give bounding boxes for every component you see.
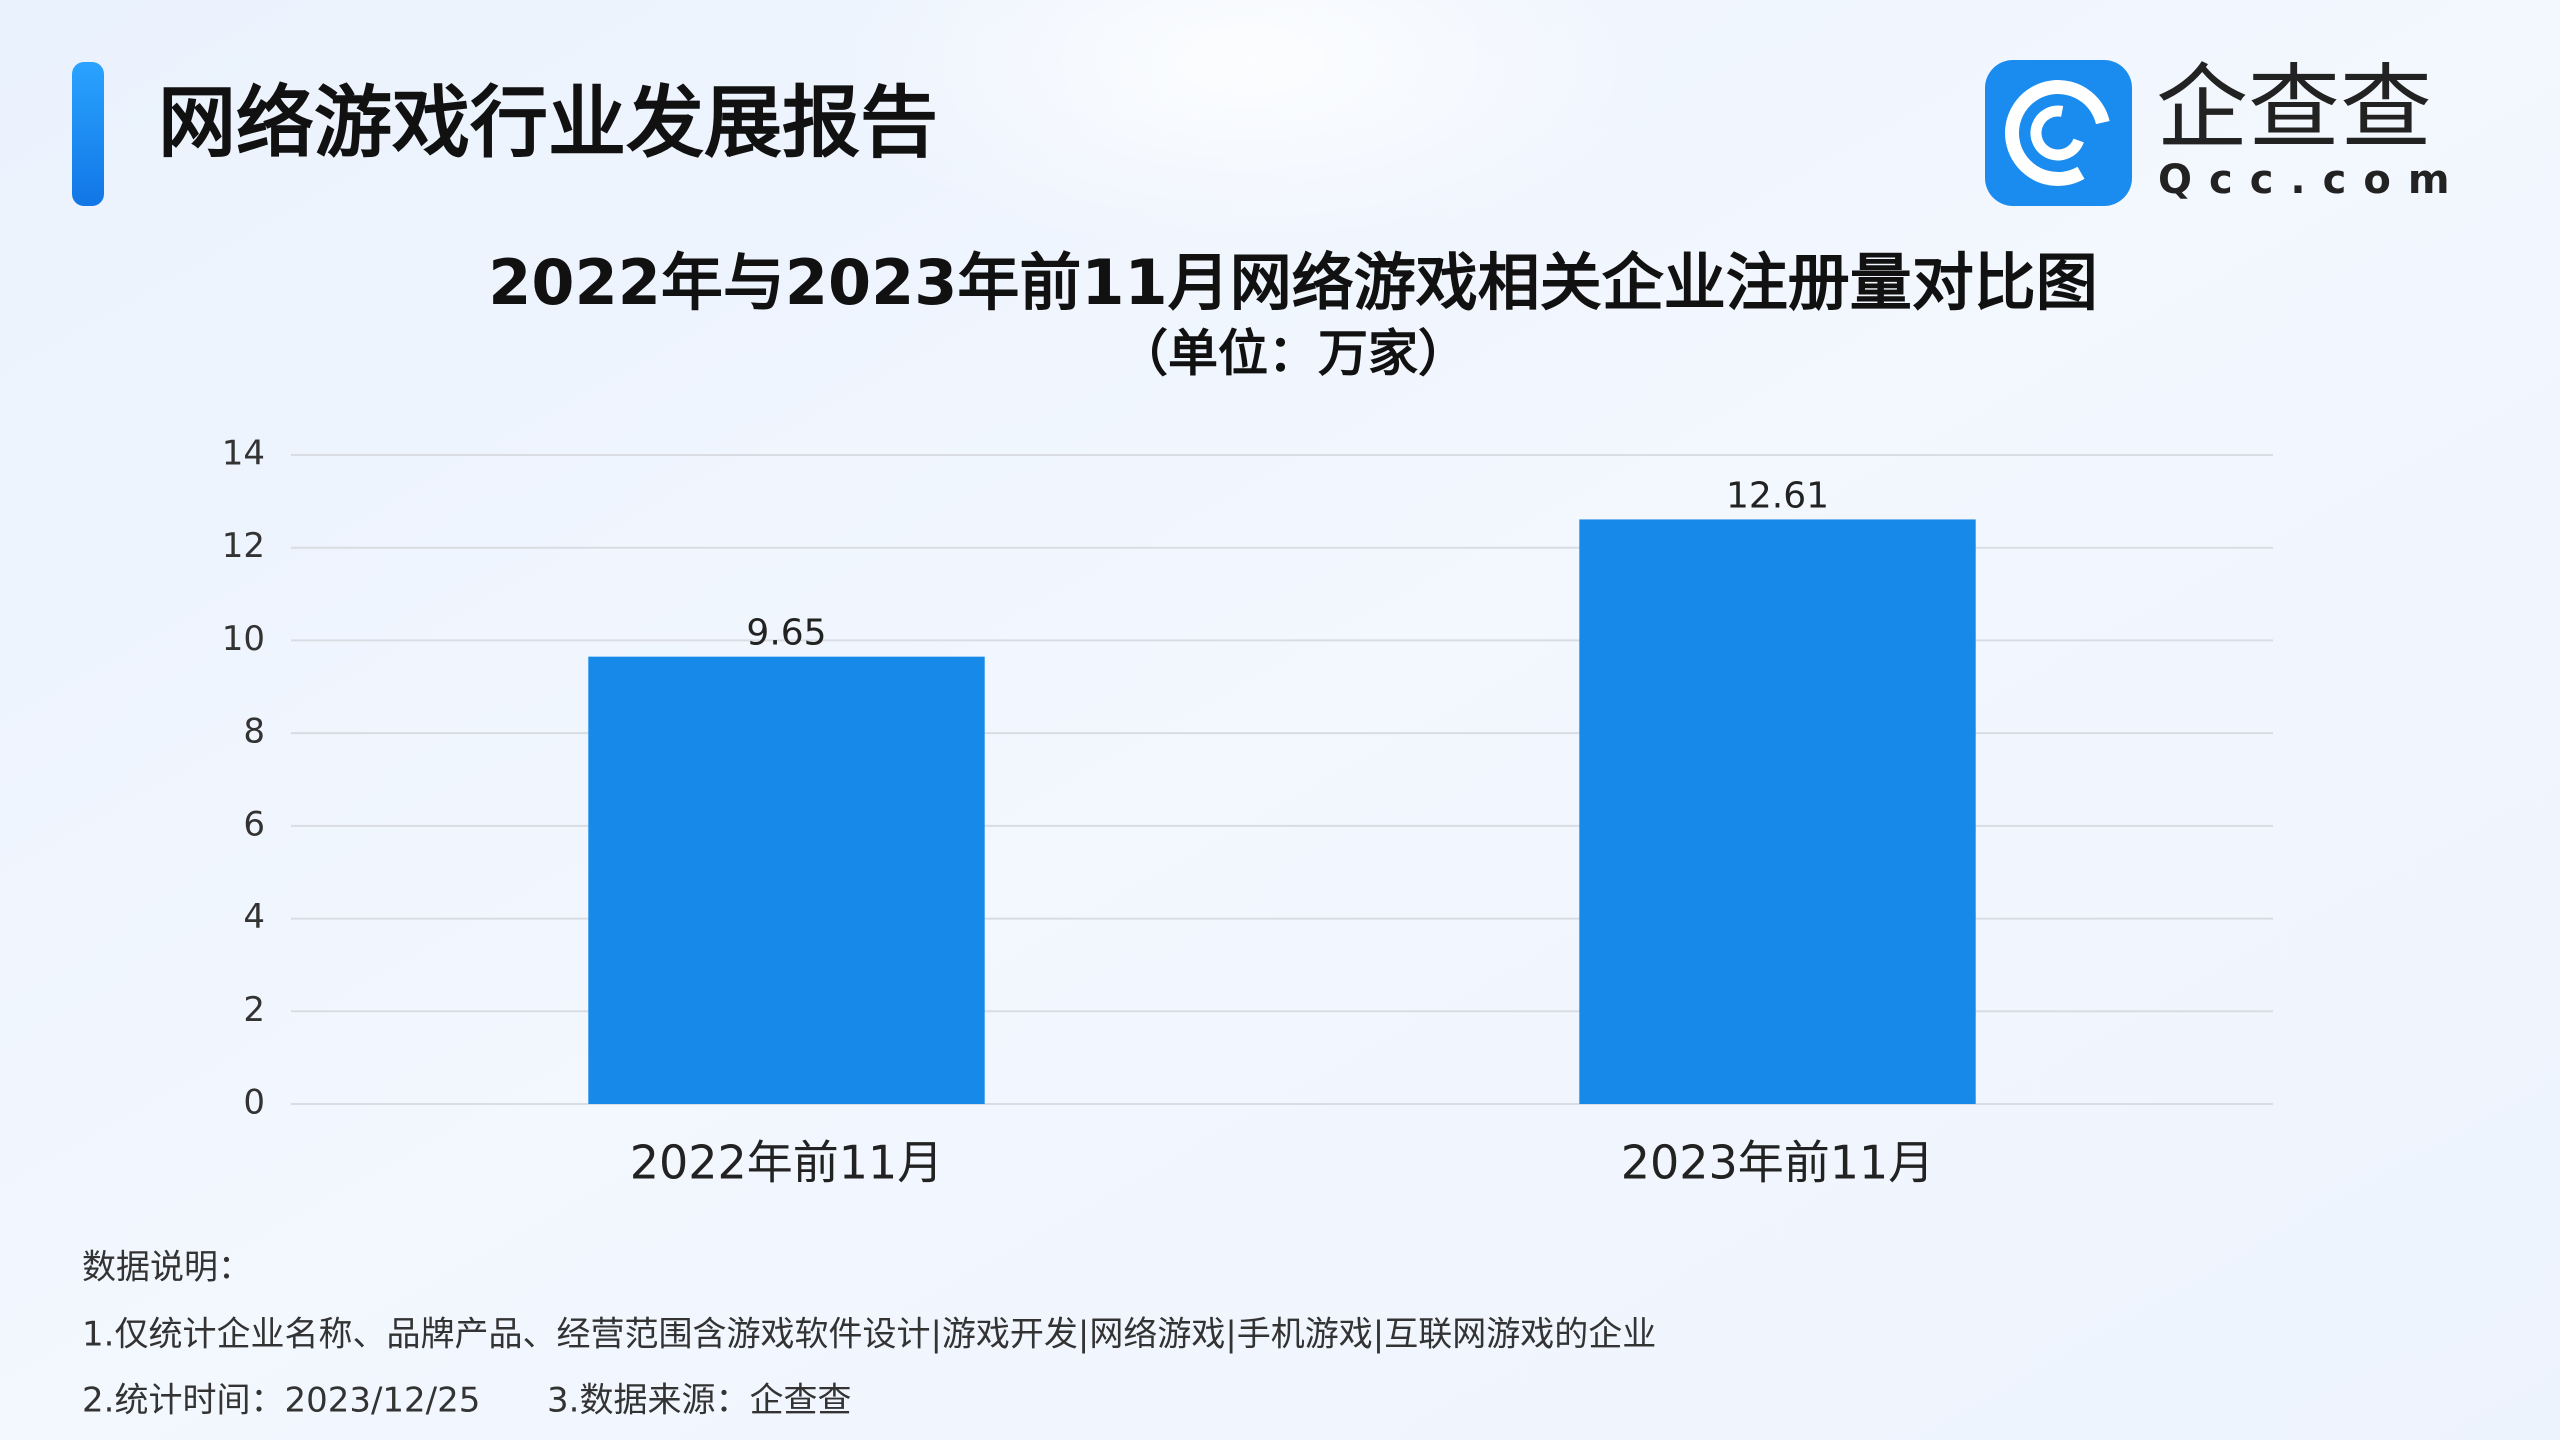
note-text: 3.数据来源：企查查 xyxy=(547,1381,851,1421)
x-tick-label: 2022年前11月 xyxy=(630,1136,944,1190)
x-tick-label: 2023年前11月 xyxy=(1621,1136,1935,1190)
plot: 0 2 4 6 8 10 12 14 9.65 2022年前11月 12.61 2023年前11月 xyxy=(222,434,2273,1190)
note-text: 数据说明： xyxy=(82,1248,252,1288)
y-tick-label: 14 xyxy=(222,434,265,474)
logo-name: 企查查 xyxy=(2156,54,2432,161)
value-label: 9.65 xyxy=(746,613,826,654)
y-tick-label: 6 xyxy=(243,804,265,844)
chart-subtitle: （单位：万家） xyxy=(1118,325,1468,383)
note-text: 1.仅统计企业名称、品牌产品、经营范围含游戏软件设计|游戏开发|网络游戏|手机游… xyxy=(82,1315,1656,1355)
background-glow xyxy=(830,0,1670,260)
y-tick-label: 2 xyxy=(243,990,265,1030)
notes: 数据说明： 1.仅统计企业名称、品牌产品、经营范围含游戏软件设计|游戏开发|网络游… xyxy=(82,1248,1656,1421)
y-tick-label: 0 xyxy=(243,1083,265,1123)
bar xyxy=(588,656,985,1104)
logo-ring xyxy=(2005,80,2111,186)
title-accent xyxy=(72,62,104,206)
logo: 企查查 Qcc.com xyxy=(1985,54,2467,206)
y-tick-label: 8 xyxy=(243,712,265,752)
bar xyxy=(1579,519,1976,1104)
y-tick-label: 12 xyxy=(222,526,265,566)
header-title: 网络游戏行业发展报告 xyxy=(158,78,938,168)
logo-domain: Qcc.com xyxy=(2158,157,2467,203)
value-label: 12.61 xyxy=(1726,475,1829,516)
chart-title: 2022年与2023年前11月网络游戏相关企业注册量对比图 xyxy=(488,246,2097,319)
y-tick-label: 10 xyxy=(222,619,265,659)
y-tick-label: 4 xyxy=(243,897,265,937)
note-text: 2.统计时间：2023/12/25 xyxy=(82,1381,480,1421)
